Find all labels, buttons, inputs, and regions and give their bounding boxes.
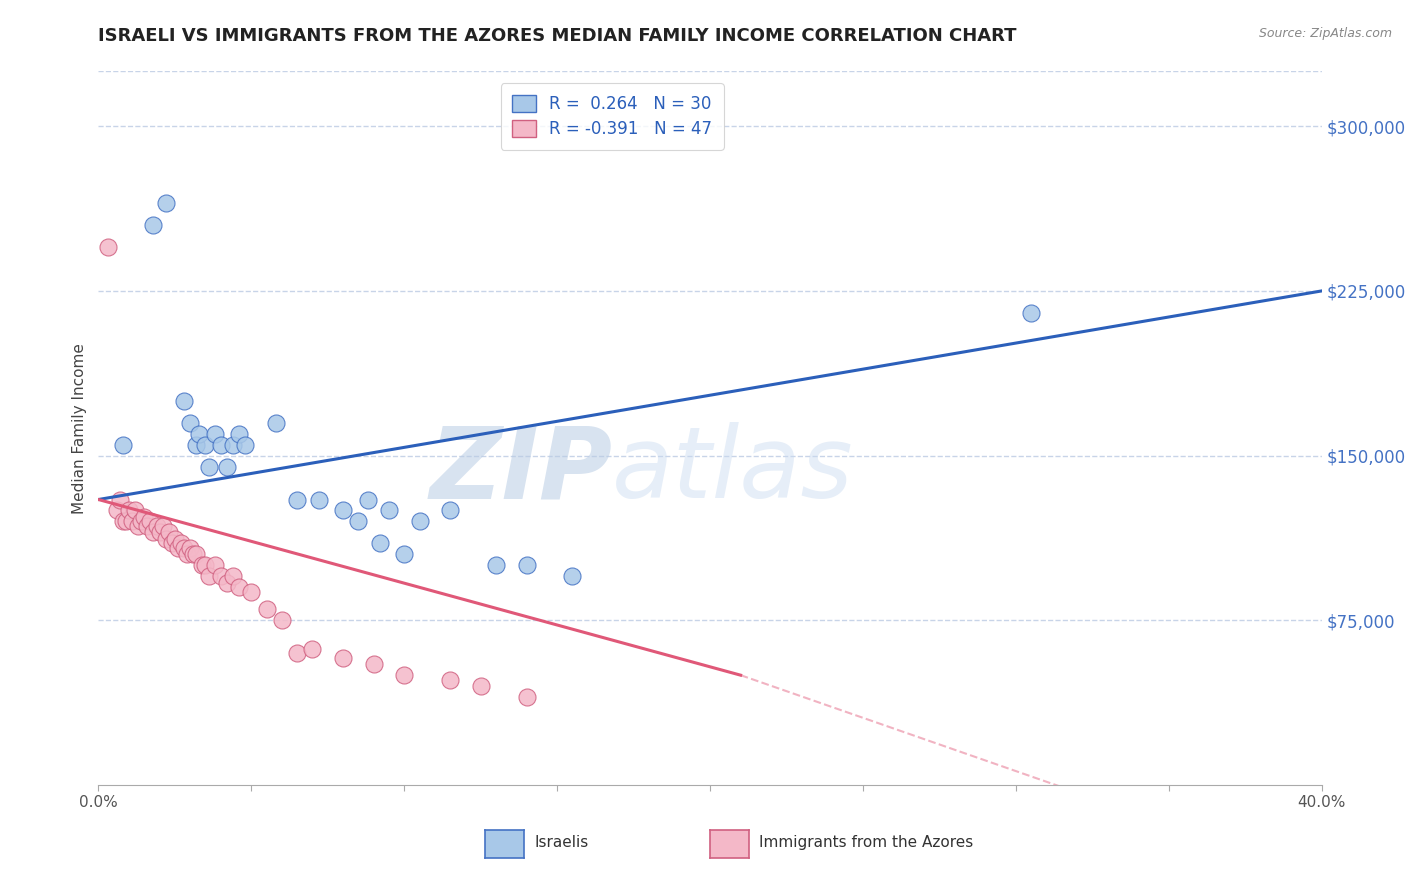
- Point: [363, 657, 385, 672]
- Text: Israelis: Israelis: [534, 836, 589, 850]
- Point: [149, 525, 172, 540]
- Point: [145, 519, 167, 533]
- Point: [332, 650, 354, 665]
- Point: [176, 548, 198, 562]
- Point: [173, 393, 195, 408]
- Point: [155, 196, 177, 211]
- Point: [173, 541, 195, 555]
- Point: [204, 558, 226, 573]
- Point: [347, 515, 370, 529]
- Point: [186, 437, 208, 451]
- Point: [160, 536, 183, 550]
- Point: [181, 548, 204, 562]
- Point: [197, 569, 219, 583]
- Point: [118, 503, 141, 517]
- Point: [163, 532, 186, 546]
- Point: [270, 613, 292, 627]
- Point: [1019, 306, 1042, 320]
- Point: [332, 503, 354, 517]
- Text: atlas: atlas: [612, 423, 853, 519]
- Point: [139, 515, 162, 529]
- Point: [308, 492, 330, 507]
- Point: [204, 426, 226, 441]
- Point: [170, 536, 193, 550]
- Point: [285, 646, 308, 660]
- Point: [264, 416, 287, 430]
- Point: [285, 492, 308, 507]
- Point: [111, 437, 134, 451]
- Point: [209, 437, 232, 451]
- Point: [228, 426, 250, 441]
- Point: [378, 503, 401, 517]
- Point: [485, 558, 508, 573]
- Point: [179, 416, 201, 430]
- Point: [392, 548, 416, 562]
- Point: [124, 503, 146, 517]
- Point: [561, 569, 583, 583]
- Point: [105, 503, 128, 517]
- Point: [470, 679, 492, 693]
- Text: Source: ZipAtlas.com: Source: ZipAtlas.com: [1258, 27, 1392, 40]
- Point: [115, 515, 138, 529]
- Point: [152, 519, 174, 533]
- Point: [121, 515, 143, 529]
- Legend: R =  0.264   N = 30, R = -0.391   N = 47: R = 0.264 N = 30, R = -0.391 N = 47: [501, 83, 724, 150]
- Point: [188, 426, 211, 441]
- Point: [179, 541, 201, 555]
- Point: [209, 569, 232, 583]
- Point: [439, 673, 461, 687]
- Point: [392, 668, 416, 682]
- Point: [111, 515, 134, 529]
- Point: [228, 580, 250, 594]
- Point: [108, 492, 131, 507]
- Text: ZIP: ZIP: [429, 423, 612, 519]
- Point: [97, 240, 120, 254]
- Point: [215, 576, 238, 591]
- Point: [408, 515, 430, 529]
- Y-axis label: Median Family Income: Median Family Income: [72, 343, 87, 514]
- Point: [356, 492, 378, 507]
- Point: [516, 558, 538, 573]
- Point: [439, 503, 461, 517]
- Point: [516, 690, 538, 705]
- Point: [142, 218, 165, 232]
- Point: [222, 569, 245, 583]
- Point: [129, 515, 152, 529]
- Point: [194, 558, 217, 573]
- Point: [191, 558, 214, 573]
- Point: [134, 510, 156, 524]
- Point: [167, 541, 190, 555]
- Point: [240, 584, 263, 599]
- Point: [197, 459, 219, 474]
- Point: [194, 437, 217, 451]
- Text: ISRAELI VS IMMIGRANTS FROM THE AZORES MEDIAN FAMILY INCOME CORRELATION CHART: ISRAELI VS IMMIGRANTS FROM THE AZORES ME…: [98, 27, 1017, 45]
- Point: [186, 548, 208, 562]
- Point: [157, 525, 180, 540]
- Point: [215, 459, 238, 474]
- Point: [233, 437, 256, 451]
- Point: [142, 525, 165, 540]
- Point: [155, 532, 177, 546]
- Point: [368, 536, 391, 550]
- Point: [301, 641, 323, 656]
- Text: Immigrants from the Azores: Immigrants from the Azores: [759, 836, 973, 850]
- Point: [136, 519, 159, 533]
- Point: [256, 602, 278, 616]
- Point: [222, 437, 245, 451]
- Point: [127, 519, 149, 533]
